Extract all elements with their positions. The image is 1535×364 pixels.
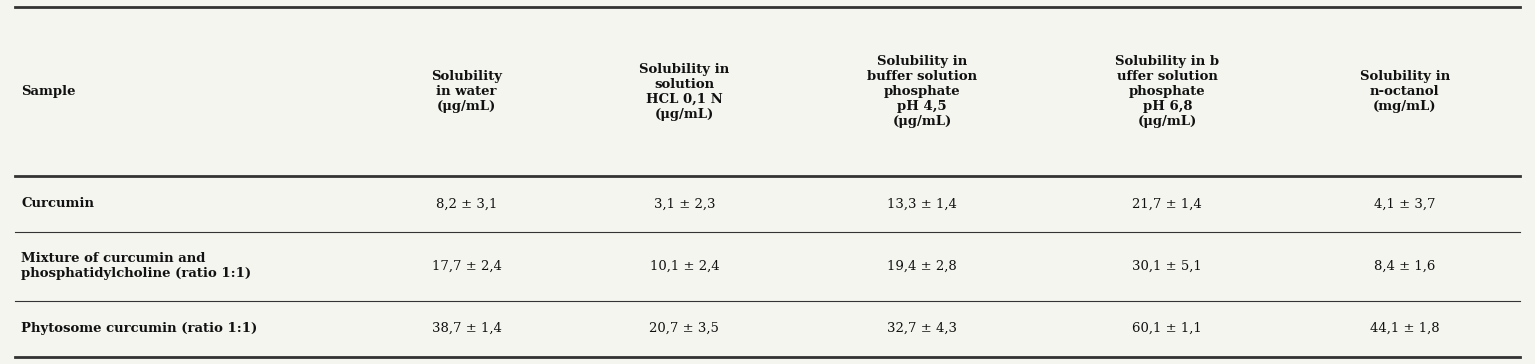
- Text: Phytosome curcumin (ratio 1:1): Phytosome curcumin (ratio 1:1): [21, 322, 258, 335]
- Text: Solubility in
buffer solution
phosphate
pH 4,5
(μg/mL): Solubility in buffer solution phosphate …: [867, 55, 976, 128]
- Text: 8,2 ± 3,1: 8,2 ± 3,1: [436, 197, 497, 210]
- Text: Solubility in b
uffer solution
phosphate
pH 6,8
(μg/mL): Solubility in b uffer solution phosphate…: [1116, 55, 1219, 128]
- Text: 44,1 ± 1,8: 44,1 ± 1,8: [1371, 322, 1440, 335]
- Text: 10,1 ± 2,4: 10,1 ± 2,4: [649, 260, 720, 273]
- Text: 19,4 ± 2,8: 19,4 ± 2,8: [887, 260, 956, 273]
- Text: 3,1 ± 2,3: 3,1 ± 2,3: [654, 197, 715, 210]
- Text: 21,7 ± 1,4: 21,7 ± 1,4: [1133, 197, 1202, 210]
- Text: 38,7 ± 1,4: 38,7 ± 1,4: [431, 322, 502, 335]
- Text: Solubility in
n-octanol
(mg/mL): Solubility in n-octanol (mg/mL): [1360, 70, 1451, 113]
- Text: Sample: Sample: [21, 85, 75, 98]
- Text: 8,4 ± 1,6: 8,4 ± 1,6: [1374, 260, 1435, 273]
- Text: 13,3 ± 1,4: 13,3 ± 1,4: [887, 197, 956, 210]
- Text: 32,7 ± 4,3: 32,7 ± 4,3: [887, 322, 956, 335]
- Text: 30,1 ± 5,1: 30,1 ± 5,1: [1133, 260, 1202, 273]
- Text: Curcumin: Curcumin: [21, 197, 94, 210]
- Text: Solubility
in water
(μg/mL): Solubility in water (μg/mL): [431, 70, 502, 113]
- Text: 17,7 ± 2,4: 17,7 ± 2,4: [431, 260, 502, 273]
- Text: 20,7 ± 3,5: 20,7 ± 3,5: [649, 322, 720, 335]
- Text: 60,1 ± 1,1: 60,1 ± 1,1: [1133, 322, 1202, 335]
- Text: 4,1 ± 3,7: 4,1 ± 3,7: [1374, 197, 1435, 210]
- Text: Solubility in
solution
HCL 0,1 N
(μg/mL): Solubility in solution HCL 0,1 N (μg/mL): [639, 63, 729, 120]
- Text: Mixture of curcumin and
phosphatidylcholine (ratio 1:1): Mixture of curcumin and phosphatidylchol…: [21, 252, 252, 280]
